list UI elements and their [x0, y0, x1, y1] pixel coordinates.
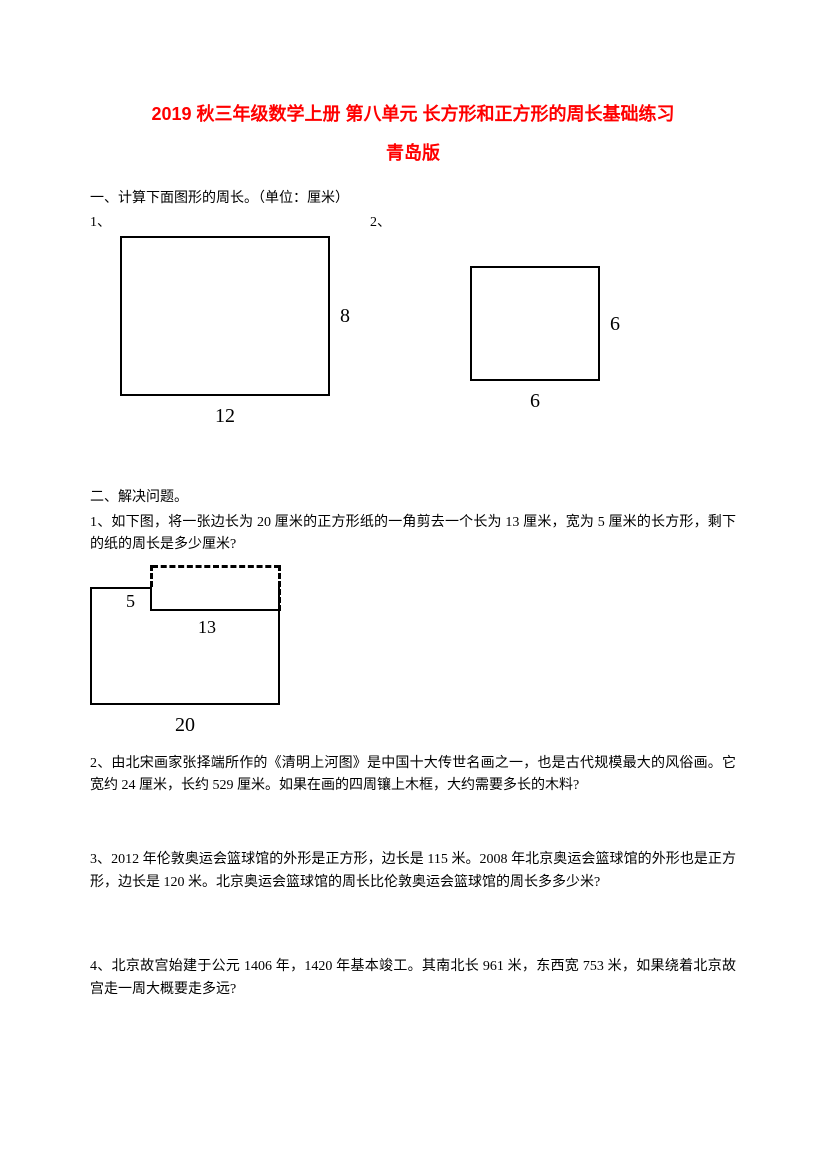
- figure-row: 1、 8 12 2、 6 6: [90, 212, 736, 432]
- outer-square-border: [90, 587, 280, 705]
- figure1-height-label: 8: [340, 300, 350, 332]
- top-left-solid-edge: [90, 587, 152, 589]
- outer-side-label: 20: [90, 709, 280, 741]
- dashed-left-edge: [150, 565, 153, 587]
- section1-heading: 一、计算下面图形的周长。（单位：厘米）: [90, 188, 736, 210]
- cut-height-label: 5: [126, 587, 135, 616]
- section2-heading: 二、解决问题。: [90, 487, 736, 509]
- page-title-line2: 青岛版: [90, 139, 736, 168]
- page-title-line1: 2019 秋三年级数学上册 第八单元 长方形和正方形的周长基础练习: [90, 100, 736, 129]
- dashed-top-edge: [152, 565, 280, 568]
- question3-text: 3、2012 年伦敦奥运会篮球馆的外形是正方形，边长是 115 米。2008 年…: [90, 849, 736, 894]
- question1-text: 1、如下图，将一张边长为 20 厘米的正方形纸的一角剪去一个长为 13 厘米，宽…: [90, 512, 736, 557]
- square-shape-2: [470, 266, 600, 381]
- notch-bottom-edge: [152, 609, 280, 611]
- figure1-width-label: 12: [120, 400, 330, 432]
- notch-left-edge: [150, 587, 152, 611]
- figure2-width-label: 6: [470, 385, 600, 417]
- figure2-label: 2、: [370, 212, 391, 234]
- rectangle-shape-1: [120, 236, 330, 396]
- question4-text: 4、北京故宫始建于公元 1406 年，1420 年基本竣工。其南北长 961 米…: [90, 956, 736, 1001]
- figure1-group: 1、 8 12: [90, 212, 350, 432]
- figure2-height-label: 6: [610, 308, 620, 340]
- figure2-group: 2、 6 6: [370, 212, 620, 417]
- cut-square-figure: 5 13: [90, 565, 290, 705]
- cut-width-label: 13: [198, 613, 216, 642]
- question2-text: 2、由北宋画家张择端所作的《清明上河图》是中国十大传世名画之一，也是古代规模最大…: [90, 753, 736, 798]
- figure1-label: 1、: [90, 212, 111, 234]
